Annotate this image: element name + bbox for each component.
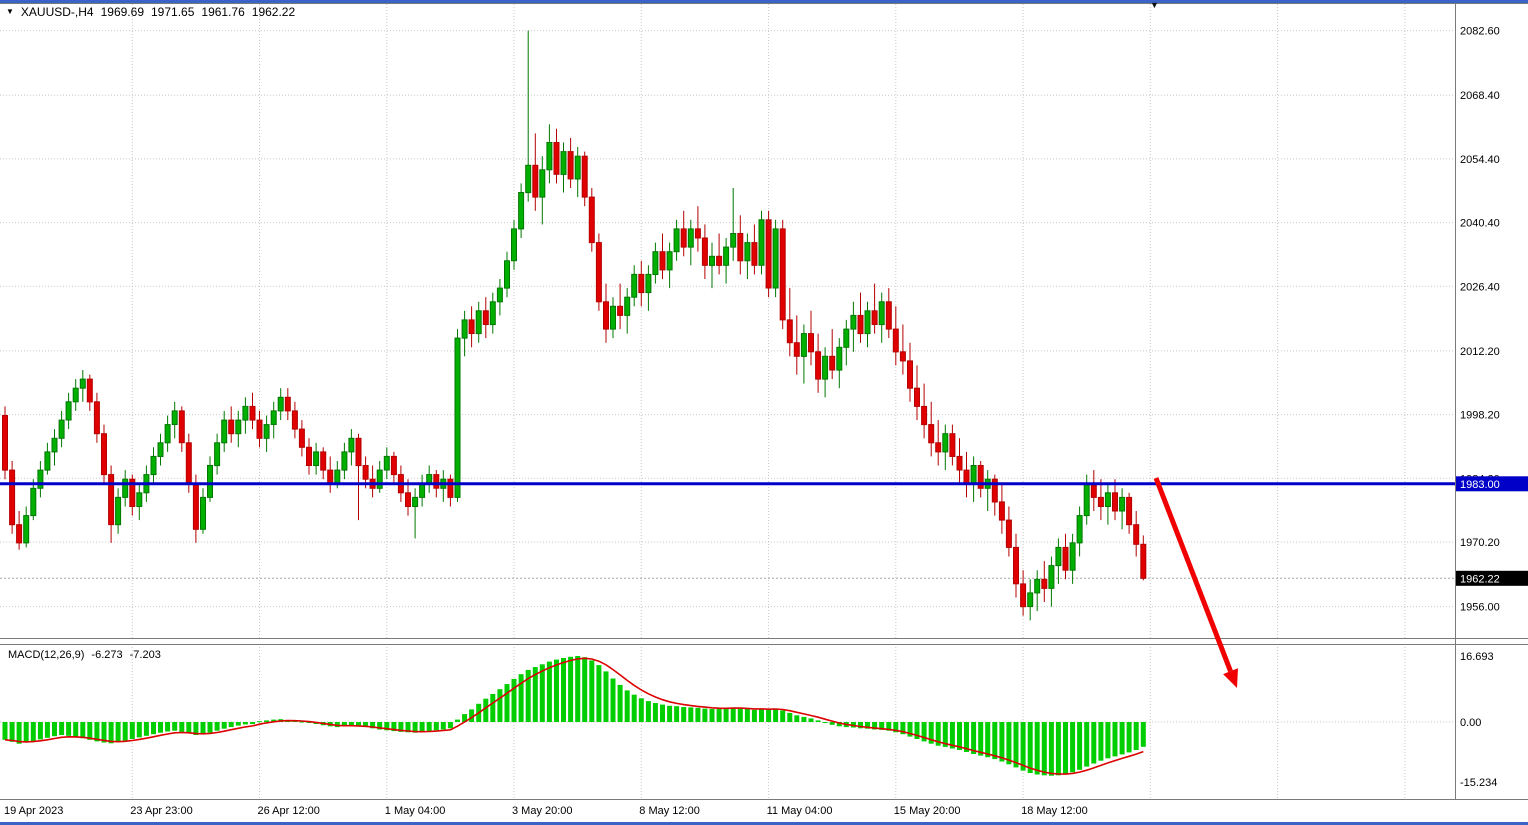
- window-border-top: [0, 0, 1528, 3]
- price-axis[interactable]: [1456, 3, 1528, 800]
- macd-histogram: [2, 656, 1146, 776]
- svg-text:1956.00: 1956.00: [1460, 602, 1500, 614]
- grid-lines: [0, 4, 1455, 799]
- candles: [2, 30, 1147, 621]
- price-line-tag: [1456, 476, 1528, 492]
- svg-text:18 May 12:00: 18 May 12:00: [1021, 805, 1088, 817]
- svg-text:1970.20: 1970.20: [1460, 537, 1500, 549]
- svg-text:3 May 20:00: 3 May 20:00: [512, 805, 573, 817]
- indicator-signal-value: -7.203: [129, 649, 161, 661]
- bid-price-tag: [1456, 570, 1528, 586]
- svg-text:2082.60: 2082.60: [1460, 26, 1500, 38]
- svg-text:2054.40: 2054.40: [1460, 154, 1500, 166]
- time-axis[interactable]: [0, 800, 1455, 822]
- svg-text:15 May 20:00: 15 May 20:00: [894, 805, 961, 817]
- indicator-label: MACD(12,26,9) -6.273 -7.203: [8, 649, 161, 661]
- high-value: 1971.65: [151, 5, 195, 19]
- chart-shift-marker-icon[interactable]: ▼: [1150, 0, 1159, 10]
- indicator-name: MACD(12,26,9): [8, 649, 85, 661]
- panel-borders: [0, 3, 1528, 800]
- svg-text:-15.234: -15.234: [1460, 777, 1497, 789]
- svg-text:1998.20: 1998.20: [1460, 410, 1500, 422]
- svg-text:19 Apr 2023: 19 Apr 2023: [4, 805, 63, 817]
- svg-text:2068.40: 2068.40: [1460, 90, 1500, 102]
- low-value: 1961.76: [201, 5, 245, 19]
- svg-text:0.00: 0.00: [1460, 717, 1481, 729]
- macd-signal-line: [4, 657, 1144, 775]
- svg-text:2026.40: 2026.40: [1460, 281, 1500, 293]
- time-axis-labels: 19 Apr 2023 23 Apr 23:00 26 Apr 12:00 1 May…: [4, 805, 1088, 817]
- trend-arrow-head[interactable]: [1223, 668, 1238, 688]
- close-value: 1962.22: [251, 5, 296, 19]
- svg-text:2012.20: 2012.20: [1460, 346, 1500, 358]
- bid-price-tag-text: 1962.22: [1460, 573, 1500, 585]
- svg-text:1 May 04:00: 1 May 04:00: [385, 805, 446, 817]
- open-value: 1969.69: [100, 5, 144, 19]
- symbol-timeframe: XAUUSD-,H4: [20, 5, 94, 19]
- svg-text:8 May 12:00: 8 May 12:00: [639, 805, 700, 817]
- window-border-bottom: [0, 822, 1528, 825]
- svg-text:23 Apr 23:00: 23 Apr 23:00: [130, 805, 192, 817]
- trend-arrow-shaft[interactable]: [1153, 477, 1233, 673]
- svg-text:26 Apr 12:00: 26 Apr 12:00: [258, 805, 320, 817]
- price-line-tag-text: 1983.00: [1460, 479, 1500, 491]
- svg-text:16.693: 16.693: [1460, 651, 1494, 663]
- svg-text:2040.40: 2040.40: [1460, 218, 1500, 230]
- symbol-info-line: ▼ XAUUSD-,H4 1969.69 1971.65 1961.76 196…: [6, 5, 295, 19]
- symbol-dropdown-icon[interactable]: ▼: [6, 7, 14, 16]
- indicator-macd-value: -6.273: [91, 649, 123, 661]
- svg-text:11 May 04:00: 11 May 04:00: [767, 805, 833, 817]
